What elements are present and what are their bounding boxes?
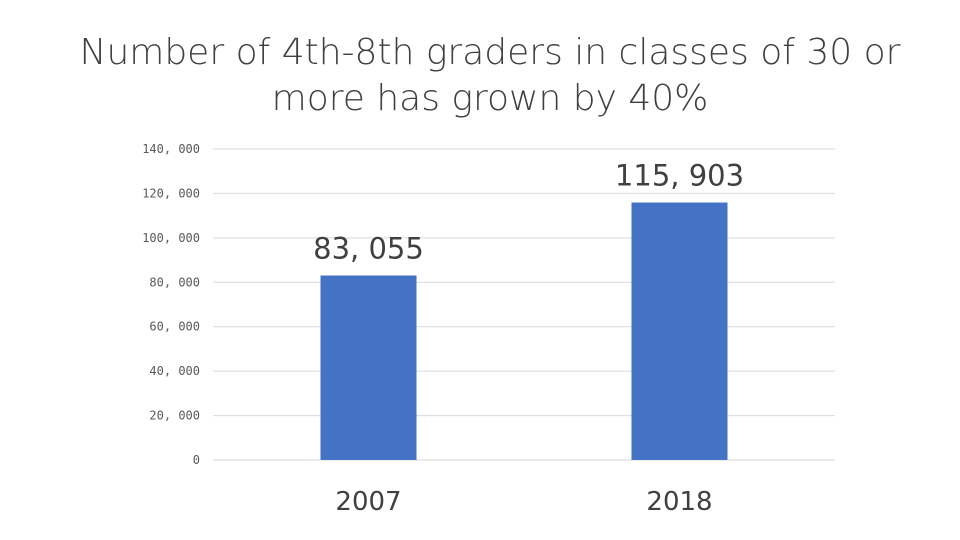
y-tick-label-2: 40, 000 bbox=[149, 364, 200, 378]
bars bbox=[320, 202, 728, 460]
y-axis-ticks: 0 20, 000 40, 000 60, 000 80, 000 100, 000 120… bbox=[142, 142, 200, 467]
data-labels: 83, 055 115, 903 bbox=[313, 159, 744, 266]
gridlines bbox=[213, 148, 835, 461]
bar-2007 bbox=[320, 275, 417, 460]
data-label-2018: 115, 903 bbox=[615, 159, 744, 193]
x-axis-categories: 2007 2018 bbox=[335, 487, 712, 517]
y-tick-label-3: 60, 000 bbox=[149, 320, 200, 334]
y-tick-label-6: 120, 000 bbox=[142, 186, 200, 200]
y-tick-label-0: 0 bbox=[193, 453, 200, 467]
y-tick-label-7: 140, 000 bbox=[142, 142, 200, 156]
y-tick-label-1: 20, 000 bbox=[149, 409, 200, 423]
bar-2018 bbox=[631, 202, 728, 460]
x-category-label-2018: 2018 bbox=[646, 487, 712, 517]
data-label-2007: 83, 055 bbox=[313, 231, 424, 265]
chart-title: Number of 4th-8th graders in classes of … bbox=[79, 32, 901, 119]
y-tick-label-4: 80, 000 bbox=[149, 275, 200, 289]
y-tick-label-5: 100, 000 bbox=[142, 231, 200, 245]
x-category-label-2007: 2007 bbox=[335, 487, 401, 517]
